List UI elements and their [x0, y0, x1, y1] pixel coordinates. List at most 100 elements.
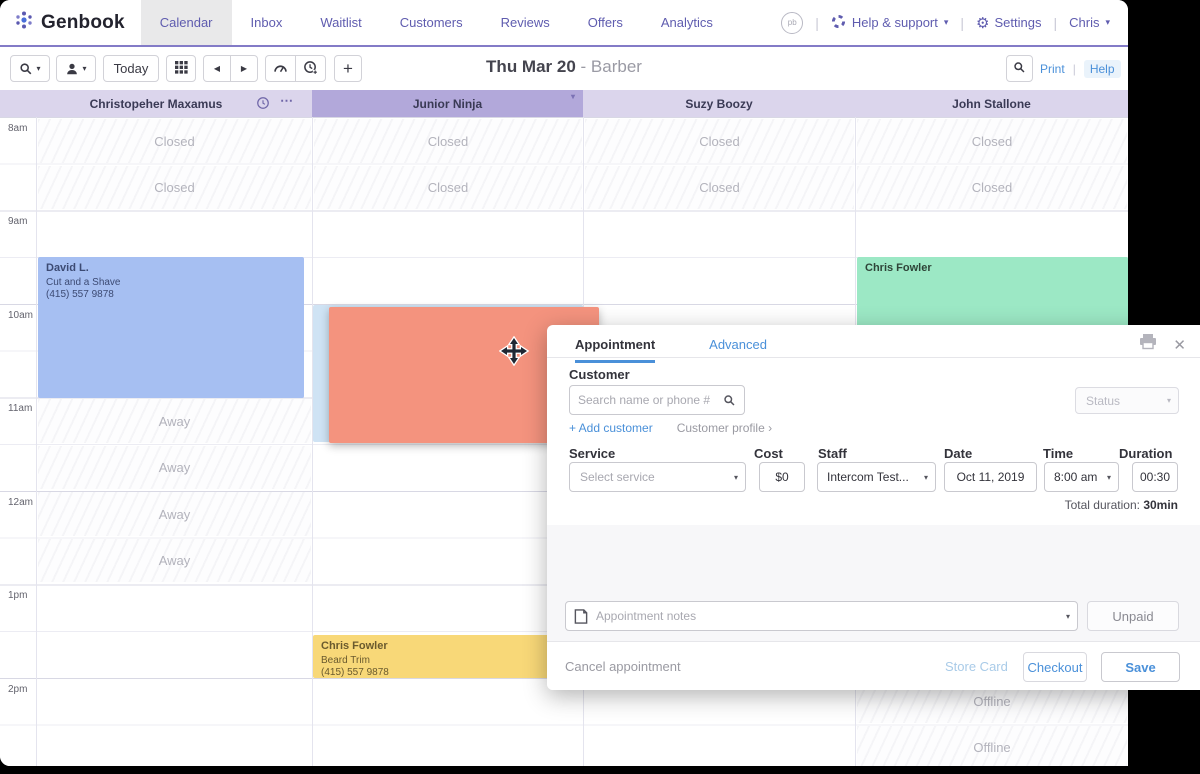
cost-label: Cost — [754, 446, 783, 461]
chevron-down-icon: ▾ — [82, 64, 87, 73]
status-dropdown[interactable]: Status ▾ — [1075, 387, 1179, 414]
duration-field[interactable]: 00:30 — [1132, 462, 1178, 492]
date-label: Date — [944, 446, 973, 461]
time-label: 9am — [8, 216, 28, 227]
chevron-down-icon: ▾ — [733, 472, 738, 482]
nav-tab-waitlist[interactable]: Waitlist — [320, 15, 362, 30]
today-button[interactable]: Today — [103, 55, 159, 82]
closed-slot: Closed — [857, 119, 1127, 163]
help-support-menu[interactable]: Help & support ▾ — [831, 14, 949, 32]
nav-separator: | — [1053, 14, 1058, 31]
appointment-david[interactable]: David L. Cut and a Shave (415) 557 9878 — [38, 257, 304, 398]
time-label: 2pm — [8, 684, 28, 695]
customer-profile-link[interactable]: Customer profile › — [676, 421, 773, 435]
chevron-down-icon: ▾ — [36, 64, 41, 73]
column-header-junior-ninja[interactable]: Junior Ninja ▾ — [312, 90, 583, 117]
search-icon — [1013, 61, 1026, 77]
cancel-appointment-link[interactable]: Cancel appointment — [565, 659, 681, 674]
column-header-christopeher[interactable]: Christopeher Maxamus ⋯ — [0, 90, 312, 117]
customer-section-label: Customer — [569, 367, 630, 382]
date-field[interactable]: Oct 11, 2019 — [944, 462, 1037, 492]
pb-badge-icon[interactable]: pb — [781, 11, 804, 34]
search-icon — [723, 394, 736, 407]
column-header-row: Christopeher Maxamus ⋯ Junior Ninja ▾ Su… — [0, 90, 1128, 117]
note-icon — [574, 608, 588, 624]
appointment-chris-fowler-yellow[interactable]: Chris Fowler Beard Trim (415) 557 9878 — [313, 635, 583, 678]
zoom-menu-button[interactable]: ▾ — [10, 55, 50, 82]
staff-select[interactable]: Intercom Test... ▾ — [817, 462, 936, 492]
time-label: Time — [1043, 446, 1074, 461]
help-link[interactable]: Help — [1083, 60, 1121, 78]
nav-tab-reviews[interactable]: Reviews — [500, 15, 550, 30]
column-caret-icon: ▾ — [570, 92, 575, 101]
save-button[interactable]: Save — [1101, 652, 1180, 682]
dashboard-button[interactable] — [265, 55, 296, 82]
service-select[interactable]: Select service ▾ — [569, 462, 746, 492]
time-label: 10am — [8, 310, 34, 321]
column-header-suzy[interactable]: Suzy Boozy — [583, 90, 855, 117]
away-slot: Away — [38, 399, 311, 443]
column-menu-icon[interactable]: ⋯ — [280, 93, 294, 108]
tab-appointment[interactable]: Appointment — [575, 337, 656, 363]
link-separator: | — [1072, 62, 1076, 76]
nav-tab-offers[interactable]: Offers — [587, 15, 623, 30]
print-link[interactable]: Print — [1040, 62, 1065, 76]
away-slot: Away — [38, 539, 311, 582]
away-slot: Away — [38, 492, 311, 536]
magnifier-icon — [19, 62, 33, 76]
nav-separator: | — [960, 14, 965, 31]
chevron-down-icon: ▾ — [1065, 611, 1070, 621]
time-label: 1pm — [8, 590, 28, 601]
time-label: 8am — [8, 123, 28, 134]
brand-name: Genbook — [41, 11, 125, 33]
duration-label: Duration — [1119, 446, 1173, 461]
appointment-notes-input[interactable] — [588, 609, 1066, 623]
close-icon[interactable]: ✕ — [1173, 336, 1186, 354]
add-appointment-button[interactable]: + — [334, 55, 362, 82]
offline-slot: Offline — [857, 726, 1127, 766]
next-day-button[interactable]: ▶ — [230, 55, 258, 82]
modal-footer: Cancel appointment Store Card Checkout S… — [547, 641, 1200, 690]
tab-advanced[interactable]: Advanced — [709, 337, 767, 352]
settings-menu[interactable]: ⚙ Settings — [976, 14, 1042, 32]
appointment-notes-field[interactable]: ▾ — [565, 601, 1078, 631]
genbook-logo[interactable]: Genbook — [0, 9, 141, 36]
person-icon — [65, 62, 79, 76]
column-header-john[interactable]: John Stallone — [855, 90, 1128, 117]
chevron-down-icon: ▾ — [1166, 396, 1171, 405]
grid-icon — [174, 60, 188, 77]
add-customer-link[interactable]: + Add customer — [569, 421, 653, 435]
nav-tab-analytics[interactable]: Analytics — [660, 15, 713, 30]
total-duration: Total duration: 30min — [1064, 498, 1178, 512]
nav-tab-inbox[interactable]: Inbox — [250, 15, 283, 30]
time-settings-button[interactable] — [295, 55, 326, 82]
nav-tab-customers[interactable]: Customers — [399, 15, 463, 30]
time-select[interactable]: 8:00 am ▾ — [1044, 462, 1119, 492]
calendar-grid-button[interactable] — [166, 55, 196, 82]
prev-day-button[interactable]: ◀ — [203, 55, 231, 82]
chevron-down-icon: ▾ — [923, 472, 928, 482]
closed-slot: Closed — [314, 119, 582, 163]
staff-filter-button[interactable]: ▾ — [56, 55, 96, 82]
top-nav: Genbook Calendar Inbox Waitlist Customer… — [0, 0, 1128, 47]
clock-icon — [303, 60, 318, 78]
checkout-button[interactable]: Checkout — [1023, 652, 1087, 682]
closed-slot: Closed — [857, 166, 1127, 209]
appointment-modal: Appointment Advanced ✕ Customer Status ▾… — [547, 325, 1200, 690]
time-label: 11am — [8, 403, 33, 414]
chevron-down-icon: ▾ — [1105, 17, 1110, 27]
staff-label: Staff — [818, 446, 847, 461]
customer-search-field[interactable] — [569, 385, 745, 415]
nav-tab-calendar[interactable]: Calendar — [140, 0, 232, 45]
search-button[interactable] — [1006, 55, 1033, 82]
user-menu[interactable]: Chris ▾ — [1069, 15, 1110, 30]
cost-field[interactable]: $0 — [759, 462, 805, 492]
unpaid-button[interactable]: Unpaid — [1087, 601, 1179, 631]
customer-search-input[interactable] — [570, 393, 723, 407]
chevron-down-icon: ▾ — [943, 17, 949, 27]
modal-tabs: Appointment Advanced — [575, 337, 767, 363]
store-card-link[interactable]: Store Card — [945, 659, 1008, 674]
gauge-icon — [273, 61, 288, 77]
printer-icon[interactable] — [1139, 334, 1157, 355]
availability-clock-icon[interactable] — [256, 96, 270, 113]
